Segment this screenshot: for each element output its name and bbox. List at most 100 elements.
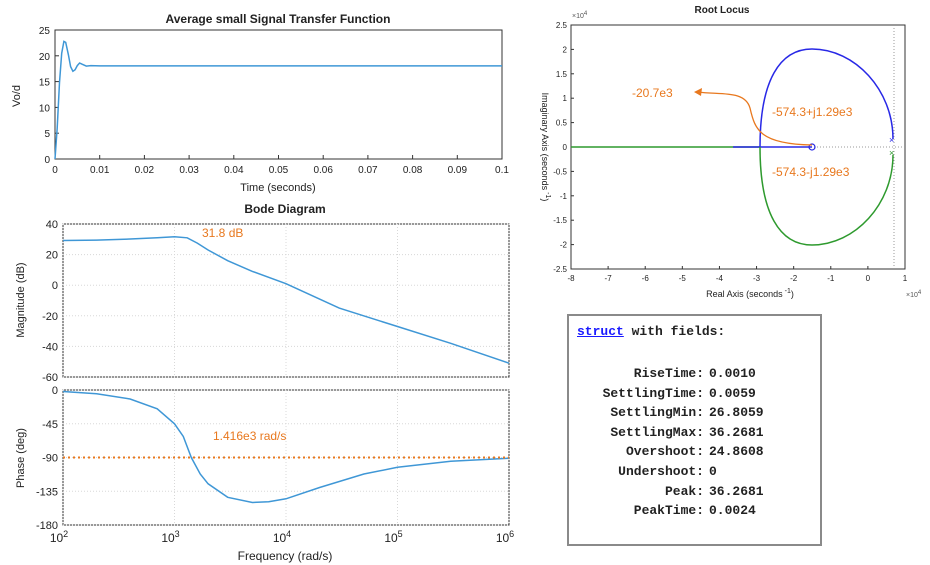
stepinfo-value: 0.0010: [709, 366, 756, 381]
rlocus-ytick-label: 0: [563, 143, 568, 152]
bode-ytick-label: -40: [42, 341, 58, 353]
rlocus-ytick-label: 2.5: [556, 21, 568, 30]
bode-xlabel: Frequency (rad/s): [238, 549, 333, 563]
step-xtick-label: 0.08: [403, 165, 423, 176]
rlocus-annotation-3: -574.3-j1.29e3: [772, 165, 850, 179]
step-ytick-label: 5: [44, 129, 50, 140]
rlocus-xtick-label: -6: [642, 274, 650, 283]
stepinfo-row: RiseTime: 0.0010: [569, 366, 822, 384]
rlocus-ytick-label: 1.5: [556, 70, 568, 79]
rlocus-arrowhead: [694, 88, 702, 96]
step-xtick-label: 0.07: [358, 165, 378, 176]
step-ytick-label: 25: [39, 26, 51, 37]
bode-ytick-label: -45: [42, 419, 58, 431]
rlocus-ytick-label: -2: [560, 241, 568, 250]
stepinfo-key: PeakTime:: [633, 503, 704, 519]
rlocus-xtick-label: -3: [753, 274, 761, 283]
step-ytick-label: 10: [39, 103, 51, 114]
bode-title: Bode Diagram: [244, 202, 325, 216]
bode-xtick-label: 103: [161, 529, 179, 545]
stepinfo-key: SettlingMin:: [610, 405, 704, 421]
bode-ytick-label: -135: [36, 486, 58, 498]
bode-xtick-label: 106: [496, 529, 514, 545]
stepinfo-value: 36.2681: [709, 483, 764, 499]
stepinfo-output: struct with fields: RiseTime: 0.0010 Settl…: [567, 314, 822, 546]
stepinfo-value: 26.8059: [709, 405, 764, 421]
stepinfo-row: Overshoot: 24.8608: [569, 444, 822, 462]
rlocus-xtick-label: -7: [605, 274, 613, 283]
phase-ylabel: Phase (deg): [15, 428, 27, 488]
step-ytick-label: 0: [44, 155, 50, 166]
bode-ytick-label: -90: [42, 453, 58, 465]
rlocus-ytick-label: -0.5: [553, 167, 567, 176]
rlocus-ytick-label: 0.5: [556, 119, 568, 128]
step-xtick-label: 0.1: [495, 165, 509, 176]
phase-crossover-annotation: 1.416e3 rad/s: [213, 429, 286, 443]
stepinfo-key: Undershoot:: [618, 464, 704, 479]
step-xtick-label: 0.04: [224, 165, 244, 176]
stepinfo-row: Undershoot: 0: [569, 464, 822, 482]
stepinfo-row: SettlingMin: 26.8059: [569, 405, 822, 423]
bode-ytick-label: 0: [52, 280, 58, 292]
step-ytick-label: 20: [39, 52, 51, 63]
rlocus-xlabel: Real Axis (seconds -1): [706, 288, 794, 299]
bode-xtick-label: 104: [273, 529, 291, 545]
step-xtick-label: 0.09: [448, 165, 468, 176]
step-xtick-label: 0.01: [90, 165, 110, 176]
bode-mag-axes: [62, 223, 510, 378]
stepinfo-value: 24.8608: [709, 444, 764, 460]
rlocus-xtick-label: 1: [903, 274, 908, 283]
rlocus-pole-upper: ×: [889, 135, 894, 145]
rlocus-zero-marker: [808, 143, 816, 151]
bode-ytick-label: -180: [36, 520, 58, 532]
stepinfo-value: 0.0024: [709, 503, 756, 519]
rlocus-annotation-arrow: [697, 91, 813, 146]
bode-xtick-label: 102: [50, 529, 68, 545]
bode-ytick-label: -20: [42, 311, 58, 323]
struct-link[interactable]: struct: [577, 324, 624, 339]
stepinfo-key: RiseTime:: [633, 366, 704, 381]
stepinfo-row: Peak: 36.2681: [569, 484, 822, 502]
rlocus-ytick-label: -1: [560, 192, 568, 201]
rlocus-annotation-2: -574.3+j1.29e3: [772, 105, 853, 119]
stepinfo-key: Peak:: [664, 483, 704, 499]
rlocus-title: Root Locus: [695, 5, 750, 16]
rlocus-upper-branch: [759, 48, 894, 148]
magnitude-line: [62, 235, 510, 364]
rlocus-ytick-label: -2.5: [553, 265, 567, 274]
rlocus-lower-branch: [759, 146, 894, 246]
stepinfo-row: PeakTime: 0.0024: [569, 503, 822, 521]
step-xtick-label: 0.02: [135, 165, 155, 176]
rlocus-x-exponent: ×104: [906, 290, 922, 299]
stepinfo-value: 0.0059: [709, 385, 756, 401]
step-title: Average small Signal Transfer Function: [166, 12, 391, 26]
stepinfo-key: SettlingTime:: [602, 385, 704, 401]
rlocus-pole-lower: ×: [889, 148, 894, 158]
stepinfo-row: SettlingTime: 0.0059: [569, 386, 822, 404]
rlocus-xtick-label: -5: [679, 274, 687, 283]
mag-peak-annotation: 31.8 dB: [202, 226, 243, 240]
rlocus-xtick-label: -1: [827, 274, 835, 283]
stepinfo-row: SettlingMax: 36.2681: [569, 425, 822, 443]
step-response-line: [54, 40, 502, 160]
rlocus-xtick-label: 0: [866, 274, 871, 283]
rlocus-xtick-label: -4: [716, 274, 724, 283]
step-xtick-label: 0: [52, 165, 58, 176]
stepinfo-key: SettlingMax:: [610, 424, 704, 440]
step-axes: [54, 29, 503, 160]
stepinfo-value: 0: [709, 464, 717, 479]
step-ylabel: Vo/d: [11, 85, 23, 107]
struct-header-text: with fields:: [623, 324, 726, 339]
rlocus-ylabel: Imaginary Axis (seconds -1): [540, 93, 551, 202]
rlocus-annotation-1: -20.7e3: [632, 86, 673, 100]
rlocus-ytick-label: 2: [563, 45, 568, 54]
mag-ylabel: Magnitude (dB): [15, 262, 27, 337]
stepinfo-value: 36.2681: [709, 424, 764, 440]
stepinfo-key: Overshoot:: [625, 444, 704, 460]
step-ytick-label: 15: [39, 78, 51, 89]
step-xtick-label: 0.05: [269, 165, 289, 176]
bode-ytick-label: 20: [46, 250, 58, 262]
rlocus-xtick-label: -2: [790, 274, 798, 283]
rlocus-xtick-label: -8: [567, 274, 575, 283]
bode-xtick-label: 105: [384, 529, 402, 545]
